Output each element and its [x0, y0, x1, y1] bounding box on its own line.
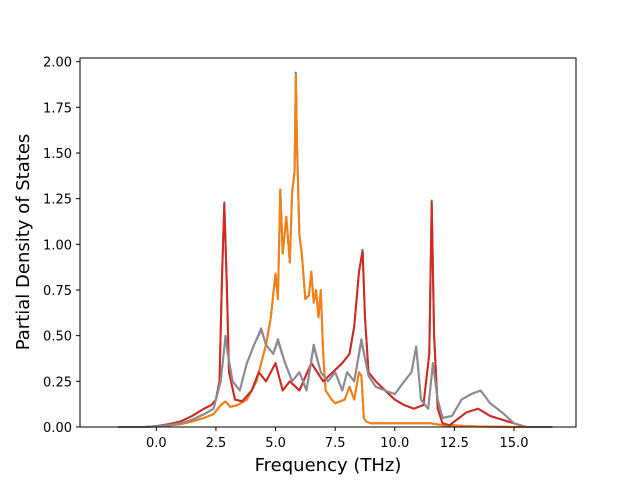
y-tick-label: 1.50 — [43, 147, 72, 162]
y-tick-label: 1.75 — [43, 101, 72, 116]
x-axis-label: Frequency (THz) — [255, 455, 402, 476]
x-tick-label: 10.0 — [380, 436, 409, 451]
x-tick-label: 7.5 — [325, 436, 346, 451]
y-tick-label: 0.50 — [43, 330, 72, 345]
series-line-6 — [118, 329, 553, 428]
y-tick-label: 0.25 — [43, 375, 72, 390]
x-tick-label: 15.0 — [500, 436, 529, 451]
x-tick-label: 12.5 — [440, 436, 469, 451]
x-tick-label: 0.0 — [146, 436, 167, 451]
y-tick-label: 0.75 — [43, 284, 72, 299]
y-tick-label: 0.00 — [43, 421, 72, 436]
x-axis: 0.0 2.5 5.0 7.5 10.0 12.5 15.0 — [146, 427, 529, 451]
x-tick-label: 2.5 — [206, 436, 227, 451]
y-axis-label: Partial Density of States — [13, 134, 34, 351]
y-tick-label: 1.00 — [43, 238, 72, 253]
x-tick-label: 5.0 — [265, 436, 286, 451]
y-axis: 0.00 0.25 0.50 0.75 1.00 1.25 1.50 1.75 2.00 — [43, 56, 80, 436]
plot-lines — [118, 71, 553, 428]
y-tick-label: 1.25 — [43, 193, 72, 208]
y-tick-label: 2.00 — [43, 56, 72, 71]
plot-frame — [79, 57, 577, 428]
series-line-2 — [118, 73, 553, 428]
